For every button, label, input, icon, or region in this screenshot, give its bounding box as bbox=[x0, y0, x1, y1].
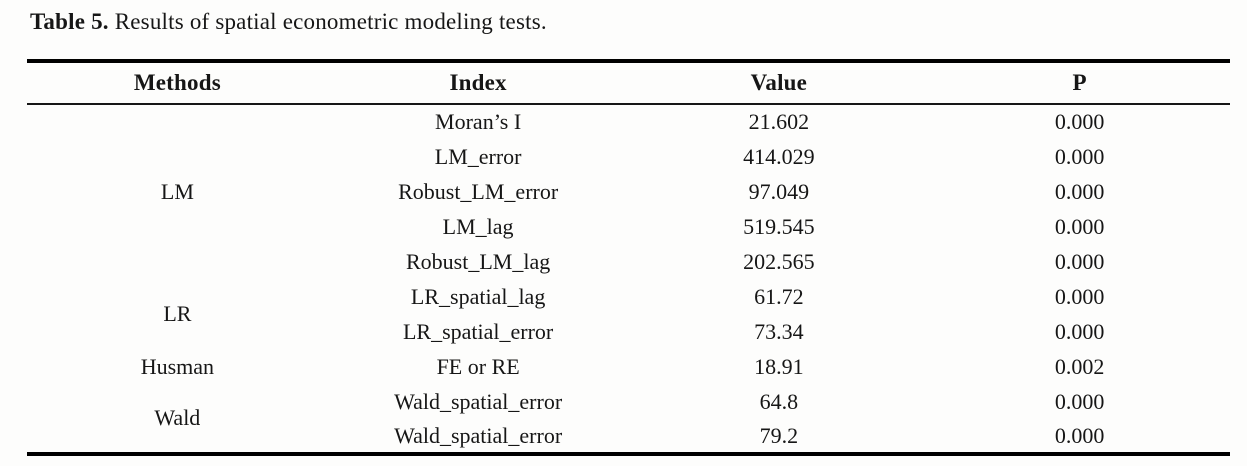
table-caption-label: Table 5. bbox=[30, 9, 109, 34]
value-cell: 18.91 bbox=[754, 353, 804, 379]
table-row: Wald Wald_spatial_error 64.8 0.000 bbox=[27, 384, 1230, 431]
header-p: P bbox=[929, 61, 1230, 105]
value-cell: 202.565 bbox=[743, 248, 815, 274]
p-cell: 0.000 bbox=[1054, 143, 1105, 169]
table-caption-text: Results of spatial econometric modeling … bbox=[114, 9, 547, 34]
value-cell: 79.2 bbox=[759, 422, 799, 448]
value-cell: 519.545 bbox=[743, 213, 815, 239]
table-header-row: Methods Index Value P bbox=[27, 61, 1230, 105]
header-value: Value bbox=[628, 61, 930, 105]
value-cell: 414.029 bbox=[743, 143, 815, 169]
table-caption: Table 5. Results of spatial econometric m… bbox=[30, 6, 1247, 38]
index-cell: Wald_spatial_error bbox=[394, 422, 563, 448]
value-cell: 21.602 bbox=[748, 109, 810, 134]
index-cell: LR_spatial_lag bbox=[410, 283, 546, 309]
table-row: Wald_spatial_error 79.2 0.000 bbox=[27, 419, 1230, 454]
value-cell: 64.8 bbox=[759, 388, 799, 414]
table-row: LM Moran’s I 21.602 0.000 bbox=[27, 104, 1230, 204]
index-cell: LM_error bbox=[434, 143, 522, 169]
index-cell: LR_spatial_error bbox=[402, 318, 554, 344]
p-cell: 0.000 bbox=[1054, 248, 1105, 274]
results-table: Methods Index Value P LM Moran’s I 21.60… bbox=[27, 59, 1230, 456]
index-cell: Robust_LM_lag bbox=[406, 248, 551, 274]
table-row: Husman FE or RE 18.91 0.002 bbox=[27, 349, 1230, 384]
index-cell: LM_lag bbox=[442, 213, 514, 239]
p-cell: 0.000 bbox=[1054, 213, 1105, 239]
value-cell: 73.34 bbox=[754, 318, 804, 344]
p-cell: 0.000 bbox=[1054, 109, 1105, 134]
index-cell: FE or RE bbox=[436, 353, 520, 379]
p-cell: 0.000 bbox=[1054, 388, 1105, 414]
value-cell: 97.049 bbox=[748, 178, 810, 204]
method-cell-wald: Wald bbox=[154, 405, 201, 430]
table-row: LR LR_spatial_lag 61.72 0.000 bbox=[27, 279, 1230, 327]
table-row: Robust_LM_lag 202.565 0.000 bbox=[27, 244, 1230, 279]
method-cell-husman: Husman bbox=[140, 353, 215, 379]
method-cell-lr: LR bbox=[163, 301, 192, 326]
method-cell-lm: LM bbox=[160, 179, 194, 204]
value-cell: 61.72 bbox=[754, 283, 804, 309]
table-row: LM_lag 519.545 0.000 bbox=[27, 209, 1230, 244]
p-cell: 0.000 bbox=[1054, 422, 1105, 448]
header-methods: Methods bbox=[27, 61, 328, 105]
index-cell: Wald_spatial_error bbox=[394, 388, 563, 414]
p-cell: 0.002 bbox=[1054, 353, 1105, 379]
header-index: Index bbox=[327, 61, 629, 105]
table-row: LM_error 414.029 0.000 bbox=[27, 139, 1230, 174]
p-cell: 0.000 bbox=[1054, 318, 1105, 344]
p-cell: 0.000 bbox=[1054, 178, 1105, 204]
table-row: LR_spatial_error 73.34 0.000 bbox=[27, 314, 1230, 349]
table-row: Robust_LM_error 97.049 0.000 bbox=[27, 174, 1230, 209]
index-cell: Robust_LM_error bbox=[398, 178, 559, 204]
p-cell: 0.000 bbox=[1054, 283, 1105, 309]
index-cell: Moran’s I bbox=[435, 109, 522, 134]
